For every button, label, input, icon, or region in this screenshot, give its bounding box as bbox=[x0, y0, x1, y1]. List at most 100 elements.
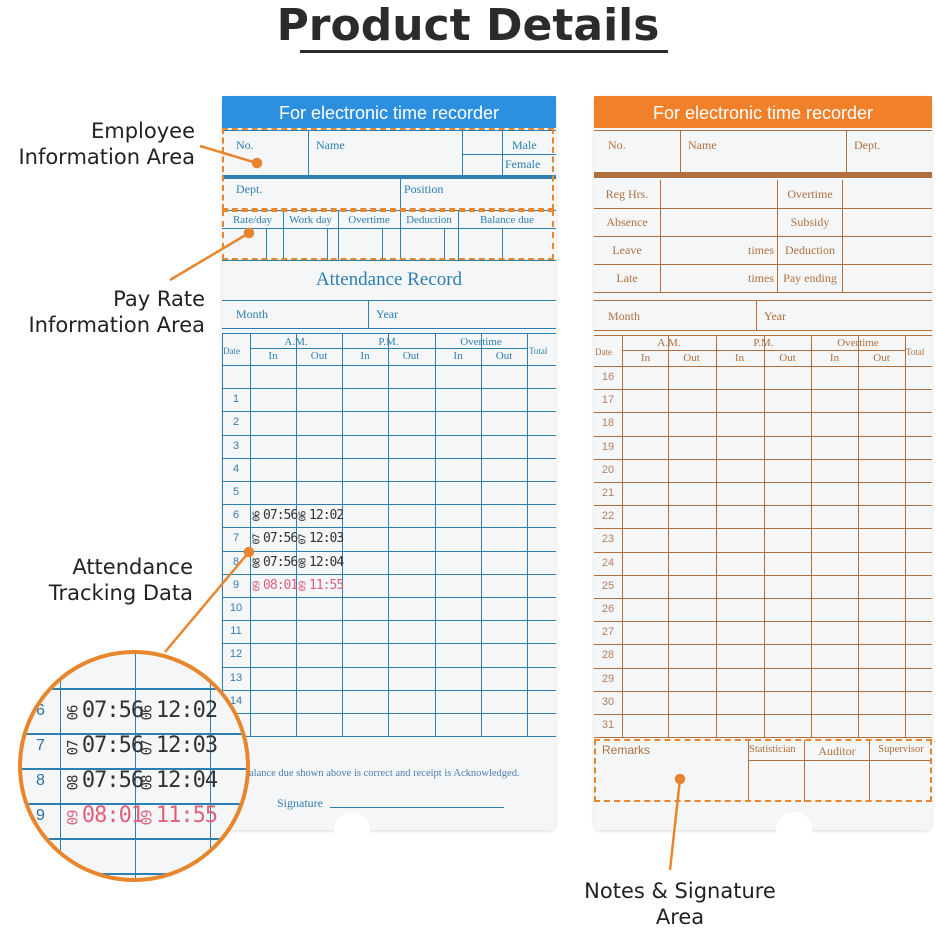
grid-line bbox=[594, 737, 932, 738]
row-date: 27 bbox=[601, 626, 615, 638]
pay-col-header: Balance due bbox=[479, 214, 535, 226]
magnified-stamp-out: 0712:03 bbox=[139, 733, 218, 758]
card-header: For electronic time recorder bbox=[222, 96, 556, 128]
row-date: 13 bbox=[229, 672, 243, 684]
grid-line bbox=[222, 300, 556, 301]
grid-line bbox=[594, 552, 932, 553]
label-position: Position bbox=[404, 182, 444, 196]
row-date: 25 bbox=[601, 580, 615, 592]
grid-line bbox=[594, 208, 932, 209]
summary-label: Reg Hrs. bbox=[605, 187, 649, 201]
grid-line bbox=[22, 688, 246, 690]
grid-line bbox=[222, 551, 556, 552]
grid-line bbox=[756, 300, 757, 330]
grid-line bbox=[594, 691, 932, 692]
pay-col-header: Work day bbox=[289, 214, 332, 226]
grid-line bbox=[222, 504, 556, 505]
col-group-overtime: Overtime bbox=[811, 337, 905, 349]
row-date: 26 bbox=[601, 603, 615, 615]
grid-line bbox=[748, 740, 749, 802]
grid-line bbox=[210, 654, 211, 878]
magnified-row-date: 7 bbox=[36, 737, 45, 754]
col-sub: Out bbox=[683, 352, 700, 364]
label-supervisor: Supervisor bbox=[878, 744, 924, 755]
col-sub: Out bbox=[495, 350, 513, 362]
time-stamp-in: 0908:01 bbox=[252, 578, 299, 593]
row-date: 14 bbox=[229, 695, 243, 707]
magnified-stamp-in: 0707:56 bbox=[65, 733, 144, 758]
stamp-time: 07:56 bbox=[263, 508, 298, 523]
card-notch bbox=[776, 812, 812, 848]
grid-line bbox=[594, 482, 932, 483]
grid-line bbox=[60, 654, 61, 878]
grid-line bbox=[594, 366, 932, 367]
grid-line bbox=[435, 333, 436, 736]
card-notch bbox=[334, 812, 370, 848]
grid-line bbox=[594, 264, 932, 265]
time-stamp-out: 0812:04 bbox=[298, 555, 345, 570]
stamp-time: 11:55 bbox=[155, 803, 218, 828]
grid-line bbox=[622, 335, 623, 737]
label-name: Name bbox=[688, 138, 717, 152]
grid-line bbox=[222, 333, 556, 334]
grid-line bbox=[594, 668, 932, 669]
magnified-stamp-out: 0612:02 bbox=[139, 698, 218, 723]
grid-line bbox=[296, 333, 297, 736]
stamp-time: 12:02 bbox=[309, 508, 344, 523]
grid-line bbox=[222, 458, 556, 459]
label-name: Name bbox=[316, 138, 345, 152]
grid-line bbox=[842, 180, 843, 292]
grid-line bbox=[222, 690, 556, 691]
col-sub: Out bbox=[402, 350, 420, 362]
label-male: Male bbox=[512, 138, 537, 152]
stamp-time: 12:04 bbox=[155, 768, 218, 793]
annotation-text: Attendance Tracking Data bbox=[48, 555, 193, 605]
row-date: 20 bbox=[601, 464, 615, 476]
col-date: Date bbox=[223, 346, 240, 356]
grid-line bbox=[382, 228, 383, 260]
grid-line bbox=[400, 179, 401, 210]
summary-label: Deduction bbox=[785, 243, 835, 257]
col-sub: Out bbox=[779, 352, 796, 364]
grid-line bbox=[222, 435, 556, 436]
stamp-time: 07:56 bbox=[263, 531, 298, 546]
grid-line bbox=[594, 292, 932, 293]
col-sub: In bbox=[453, 350, 463, 362]
row-date: 21 bbox=[601, 487, 615, 499]
label-month: Month bbox=[608, 309, 641, 323]
label-year: Year bbox=[764, 309, 787, 323]
grid-line bbox=[594, 130, 932, 131]
grid-line bbox=[327, 228, 328, 260]
grid-line bbox=[594, 412, 932, 413]
grid-line bbox=[22, 873, 246, 875]
label-statistician: Statistician bbox=[749, 744, 796, 755]
stamp-time: 07:56 bbox=[81, 733, 144, 758]
label-dept: Dept. bbox=[854, 138, 881, 152]
time-stamp-in: 0607:56 bbox=[252, 508, 299, 523]
stamp-time: 11:55 bbox=[309, 578, 344, 593]
row-date: 19 bbox=[601, 441, 615, 453]
magnified-stamp-in: 0908:01 bbox=[65, 803, 144, 828]
grid-line bbox=[594, 575, 932, 576]
row-date: 24 bbox=[601, 557, 615, 569]
magnified-stamp-in: 0607:56 bbox=[65, 698, 144, 723]
pay-rate-pointer bbox=[169, 231, 250, 282]
pay-rate-highlight bbox=[222, 210, 554, 260]
blue-time-card: For electronic time recorder No. Name Male… bbox=[222, 96, 556, 848]
grid-line bbox=[222, 175, 556, 179]
grid-line bbox=[222, 328, 556, 329]
label-no: No. bbox=[608, 138, 626, 152]
grid-line bbox=[502, 228, 503, 260]
attendance-record-title: Attendance Record bbox=[315, 269, 463, 290]
notes-signature-highlight bbox=[594, 739, 932, 802]
row-date: 8 bbox=[232, 556, 240, 568]
grid-line bbox=[22, 838, 246, 840]
grid-line bbox=[222, 574, 556, 575]
annotation-employee: Employee Information Area bbox=[0, 118, 195, 170]
col-group-overtime: Overtime bbox=[435, 336, 527, 348]
row-date: 11 bbox=[230, 625, 242, 637]
grid-line bbox=[594, 459, 932, 460]
grid-line bbox=[594, 528, 932, 529]
grid-line bbox=[222, 667, 556, 668]
grid-line bbox=[846, 130, 847, 172]
